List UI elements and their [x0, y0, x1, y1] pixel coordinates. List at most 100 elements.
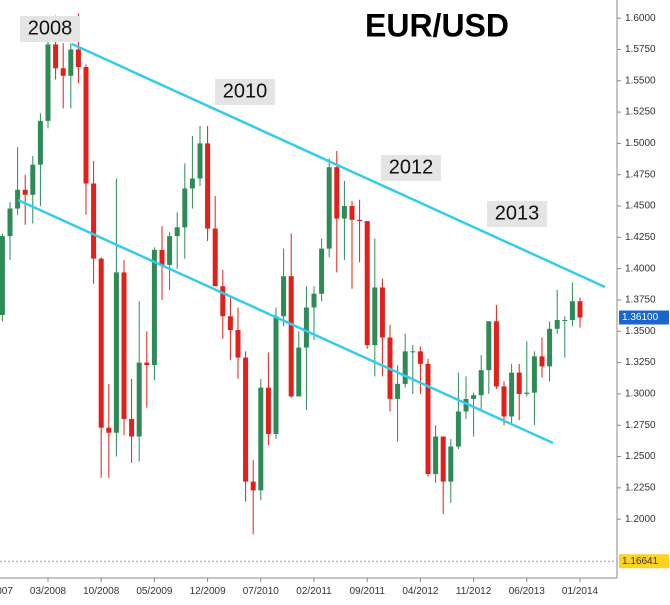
- y-tick-label: 1.5750: [625, 44, 656, 55]
- candle-body: [402, 351, 408, 384]
- y-tick-label: 1.4250: [625, 232, 656, 243]
- candle-body: [509, 372, 515, 417]
- annotation: 2008: [28, 17, 73, 39]
- candle-body: [220, 286, 226, 317]
- candle-body: [349, 206, 355, 220]
- candle-body: [60, 68, 66, 76]
- candle-body: [121, 272, 127, 419]
- candle-body: [136, 362, 142, 437]
- candle-body: [75, 49, 81, 68]
- y-tick-label: 1.3500: [625, 326, 656, 337]
- candle-body: [151, 249, 157, 366]
- candle-body: [235, 330, 241, 358]
- y-tick-label: 1.4750: [625, 169, 656, 180]
- y-tick-label: 1.4500: [625, 201, 656, 212]
- candle-body: [303, 307, 309, 348]
- candle-body: [577, 301, 583, 318]
- candle-body: [227, 316, 233, 331]
- annotation: 2010: [223, 80, 268, 102]
- candle-body: [53, 44, 59, 69]
- x-tick-label: 12/2009: [190, 586, 227, 597]
- candle-body: [205, 143, 211, 229]
- candle-body: [0, 236, 5, 316]
- last-price-label: 1.36100: [622, 312, 659, 323]
- candle-body: [516, 372, 522, 394]
- candle-body: [98, 258, 104, 428]
- candle-body: [106, 427, 112, 433]
- annotation-box: [20, 16, 80, 42]
- candle-body: [440, 436, 446, 482]
- candle-body: [433, 436, 439, 475]
- candle-body: [448, 446, 454, 482]
- x-tick-label: 11/2012: [456, 586, 492, 597]
- candle-body: [531, 356, 537, 393]
- candle-body: [486, 321, 492, 371]
- last-price-box: [619, 310, 669, 325]
- candle-body: [547, 328, 553, 367]
- candle-body: [296, 347, 302, 397]
- x-tick-label: 01/2014: [562, 586, 599, 597]
- candle-body: [212, 228, 218, 287]
- candle-body: [37, 120, 43, 165]
- candle-body: [410, 351, 416, 353]
- y-tick-label: 1.6000: [625, 13, 656, 24]
- y-tick-label: 1.2500: [625, 451, 656, 462]
- y-tick-label: 1.3000: [625, 389, 656, 400]
- candle-body: [311, 293, 317, 308]
- candle-body: [569, 301, 575, 321]
- x-tick-label: 10/2008: [83, 586, 120, 597]
- candle-body: [15, 189, 21, 209]
- candle-body: [113, 272, 119, 433]
- candle-body: [455, 411, 461, 447]
- candle-body: [372, 287, 378, 346]
- y-tick-label: 1.3250: [625, 357, 656, 368]
- candle-body: [182, 188, 188, 228]
- candle-body: [281, 276, 287, 317]
- candle-body: [7, 208, 13, 237]
- trend-line-lower: [17, 198, 554, 445]
- candle-body: [395, 383, 401, 399]
- candle-body: [68, 49, 74, 76]
- low-marker-box: [619, 554, 669, 569]
- candle-body: [539, 356, 545, 367]
- candle-body: [243, 357, 249, 482]
- y-tick-label: 1.3750: [625, 295, 656, 306]
- candle-body: [129, 418, 135, 437]
- x-tick-label: 07/2010: [243, 586, 280, 597]
- candle-body: [159, 249, 165, 265]
- y-tick-label: 1.5500: [625, 75, 656, 86]
- candle-body: [319, 248, 325, 294]
- y-tick-label: 1.2250: [625, 482, 656, 493]
- candle-body: [91, 183, 97, 259]
- candle-body: [265, 387, 271, 434]
- candle-body: [258, 387, 264, 491]
- chart-title: EUR/USD: [365, 7, 509, 43]
- y-tick-label: 1.2750: [625, 420, 656, 431]
- y-tick-label: 1.2000: [625, 514, 656, 525]
- candle-body: [144, 362, 150, 366]
- candle-body: [189, 178, 195, 189]
- x-tick-label: 05/2009: [136, 586, 173, 597]
- candle-body: [334, 167, 340, 219]
- annotation: 2012: [389, 156, 434, 178]
- candle-body: [197, 143, 203, 179]
- candle-body: [83, 67, 89, 184]
- x-tick-label: 04/2012: [402, 586, 439, 597]
- y-tick-label: 1.5250: [625, 107, 656, 118]
- annotation-box: [215, 79, 275, 105]
- candle-body: [562, 320, 568, 322]
- candle-body: [288, 276, 294, 397]
- x-tick-label: 02/2011: [296, 586, 332, 597]
- candle-body: [357, 219, 363, 222]
- trend-line-upper: [71, 42, 606, 289]
- candle-body: [425, 363, 431, 475]
- candle-body: [250, 481, 256, 491]
- candle-body: [379, 287, 385, 338]
- candle-body: [524, 392, 530, 394]
- candle-body: [493, 321, 499, 387]
- candle-body: [326, 167, 332, 249]
- candle-body: [478, 370, 484, 396]
- candle-body: [341, 206, 347, 219]
- candle-body: [364, 221, 370, 346]
